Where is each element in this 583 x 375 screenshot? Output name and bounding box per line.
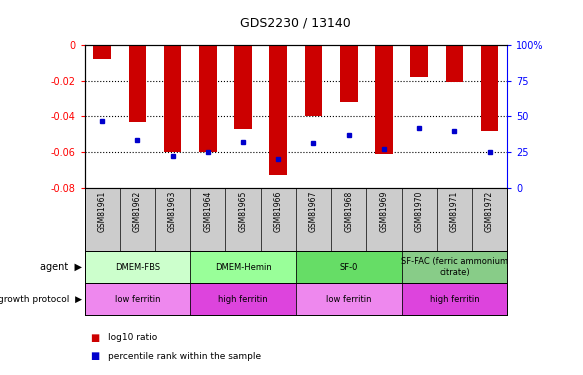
Text: GSM81969: GSM81969 [380,190,388,232]
Bar [269,45,287,175]
Bar [296,283,402,315]
Text: high ferritin: high ferritin [430,295,479,304]
Text: agent  ▶: agent ▶ [40,262,82,272]
Bar [93,45,111,59]
Text: GSM81965: GSM81965 [238,190,248,232]
Bar [375,45,393,154]
Bar [410,45,428,77]
Bar [296,251,402,283]
Bar [85,251,190,283]
Text: SF-FAC (ferric ammonium
citrate): SF-FAC (ferric ammonium citrate) [401,258,508,277]
Text: ■: ■ [90,351,100,361]
Text: GSM81961: GSM81961 [97,190,107,232]
Text: percentile rank within the sample: percentile rank within the sample [108,352,261,361]
Text: GSM81966: GSM81966 [274,190,283,232]
Text: GSM81962: GSM81962 [133,190,142,232]
Bar [190,251,296,283]
Text: high ferritin: high ferritin [218,295,268,304]
Bar [445,45,463,82]
Text: GSM81971: GSM81971 [450,190,459,232]
Text: ■: ■ [90,333,100,342]
Bar [199,45,217,152]
Text: low ferritin: low ferritin [115,295,160,304]
Bar [129,45,146,122]
Text: GSM81967: GSM81967 [309,190,318,232]
Bar [402,283,507,315]
Text: DMEM-FBS: DMEM-FBS [115,263,160,272]
Text: GSM81964: GSM81964 [203,190,212,232]
Bar [164,45,181,152]
Bar [340,45,357,102]
Bar [402,251,507,283]
Text: GSM81972: GSM81972 [485,190,494,232]
Text: GDS2230 / 13140: GDS2230 / 13140 [241,17,351,30]
Text: GSM81963: GSM81963 [168,190,177,232]
Bar [305,45,322,116]
Text: SF-0: SF-0 [339,263,358,272]
Bar [234,45,252,129]
Bar [85,283,190,315]
Text: low ferritin: low ferritin [326,295,371,304]
Text: GSM81970: GSM81970 [415,190,424,232]
Text: log10 ratio: log10 ratio [108,333,157,342]
Bar [190,283,296,315]
Bar [481,45,498,130]
Text: DMEM-Hemin: DMEM-Hemin [215,263,272,272]
Text: GSM81968: GSM81968 [344,190,353,232]
Text: growth protocol  ▶: growth protocol ▶ [0,295,82,304]
